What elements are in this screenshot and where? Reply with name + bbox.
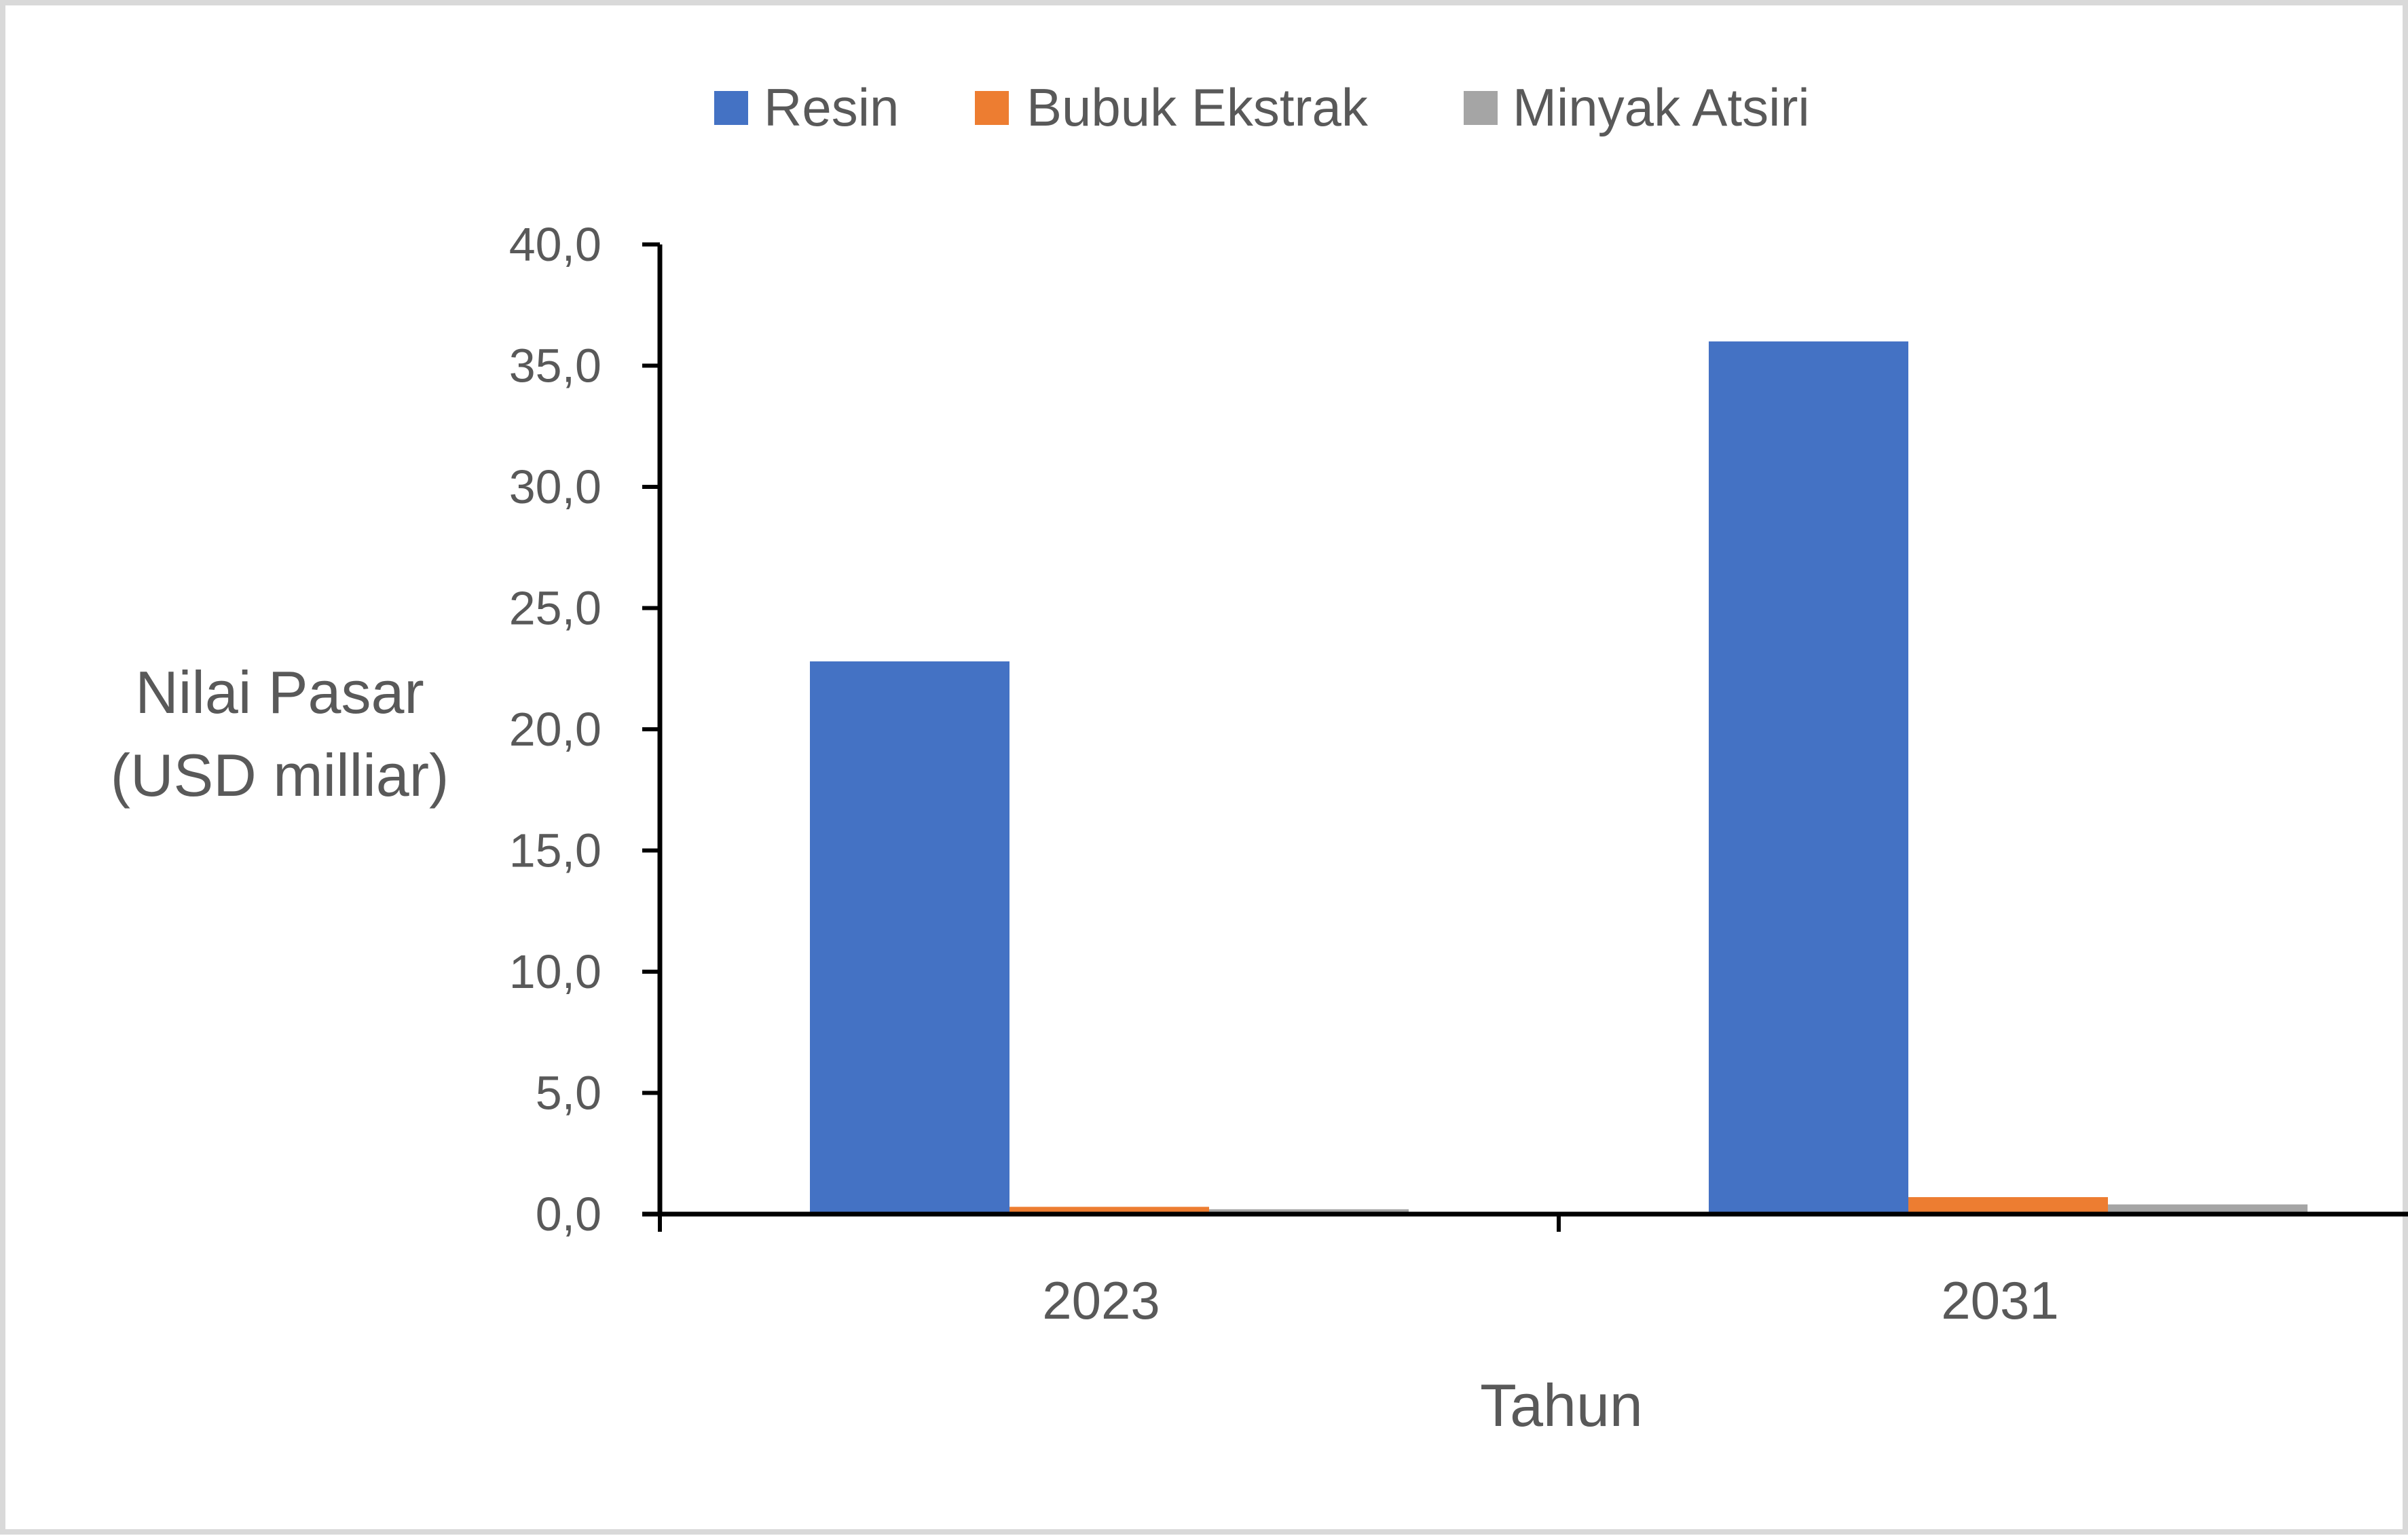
legend-label-resin: Resin	[764, 77, 899, 137]
legend-label-bubuk-ekstrak: Bubuk Ekstrak	[1026, 77, 1369, 137]
legend-swatch-bubuk-ekstrak	[975, 91, 1009, 125]
x-axis-title: Tahun	[1480, 1372, 1643, 1439]
y-tick-label: 35,0	[509, 340, 601, 392]
bar-minyak-atsiri-2031	[2108, 1204, 2308, 1214]
legend-swatch-minyak-atsiri	[1464, 91, 1498, 125]
y-tick-label: 15,0	[509, 824, 601, 877]
bar-resin-2023	[810, 661, 1009, 1214]
y-tick-label: 40,0	[509, 218, 601, 271]
legend-item-minyak-atsiri: Minyak Atsiri	[1464, 77, 1810, 137]
y-tick-label: 0,0	[536, 1188, 601, 1241]
bar-bubuk-ekstrak-2031	[1908, 1197, 2108, 1214]
y-tick-label: 25,0	[509, 582, 601, 635]
bars-group	[810, 341, 2308, 1214]
legend-swatch-resin	[714, 91, 748, 125]
x-tick-label-2023: 2023	[1042, 1270, 1160, 1330]
y-axis-title-line-2: (USD milliar)	[111, 741, 449, 809]
legend-item-bubuk-ekstrak: Bubuk Ekstrak	[975, 77, 1369, 137]
x-tick-label-2031: 2031	[1941, 1270, 2059, 1330]
y-tick-label: 20,0	[509, 703, 601, 756]
legend-item-resin: Resin	[714, 77, 899, 137]
legend: Resin Bubuk Ekstrak Minyak Atsiri	[714, 77, 1810, 137]
bar-bubuk-ekstrak-2023	[1009, 1207, 1209, 1214]
y-tick-label: 5,0	[536, 1067, 601, 1120]
bar-minyak-atsiri-2023	[1209, 1209, 1409, 1214]
legend-label-minyak-atsiri: Minyak Atsiri	[1513, 77, 1810, 137]
y-tick-label: 30,0	[509, 460, 601, 513]
y-axis-title-line-1: Nilai Pasar	[135, 659, 424, 726]
bar-resin-2031	[1709, 341, 1908, 1214]
x-axis: 2023 2031	[642, 1211, 2408, 1330]
y-tick-label: 10,0	[509, 945, 601, 998]
